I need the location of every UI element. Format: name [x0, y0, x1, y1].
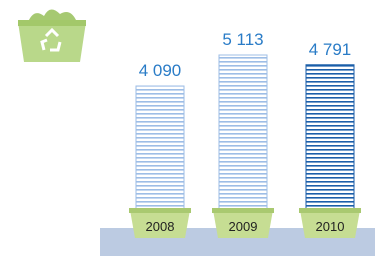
x-tick-label: 2008 — [146, 219, 175, 234]
value-label: 4 090 — [139, 61, 182, 80]
bar — [219, 55, 267, 210]
bar — [136, 86, 184, 210]
x-tick-label: 2010 — [316, 219, 345, 234]
pot-rim — [212, 208, 274, 213]
pot-rim — [129, 208, 191, 213]
recycle-bin-icon — [18, 9, 86, 62]
chart: 4 090 2008 5 113 2009 4 791 2010 — [0, 0, 375, 256]
pot-rim — [299, 208, 361, 213]
x-tick-label: 2009 — [229, 219, 258, 234]
bar — [306, 65, 354, 210]
value-label: 4 791 — [309, 40, 352, 59]
value-label: 5 113 — [222, 30, 263, 49]
